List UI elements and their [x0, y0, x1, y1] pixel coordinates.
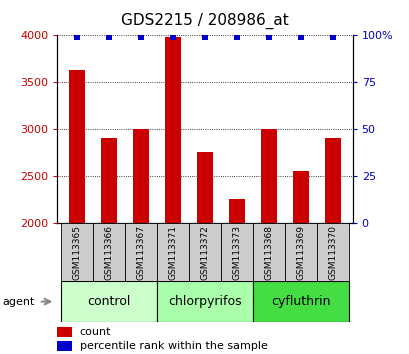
Point — [265, 34, 272, 40]
Point — [329, 34, 336, 40]
Bar — [92, 223, 124, 281]
Bar — [133, 129, 148, 354]
Bar — [220, 223, 252, 281]
Bar — [101, 138, 117, 354]
Bar — [157, 281, 252, 322]
Text: count: count — [79, 327, 111, 337]
Bar — [324, 138, 341, 354]
Bar — [189, 223, 220, 281]
Bar — [317, 223, 348, 281]
Bar — [229, 199, 245, 354]
Text: GSM113365: GSM113365 — [72, 225, 81, 280]
Bar — [164, 37, 180, 354]
Text: GSM113372: GSM113372 — [200, 225, 209, 280]
Bar — [61, 281, 157, 322]
Text: cyfluthrin: cyfluthrin — [271, 295, 330, 308]
Text: GSM113373: GSM113373 — [232, 225, 241, 280]
Point — [297, 34, 304, 40]
Text: agent: agent — [2, 297, 34, 307]
Point — [233, 34, 240, 40]
Text: chlorpyrifos: chlorpyrifos — [168, 295, 241, 308]
Text: GSM113366: GSM113366 — [104, 225, 113, 280]
Text: GSM113369: GSM113369 — [296, 225, 305, 280]
Bar — [57, 341, 72, 351]
Point — [201, 34, 208, 40]
Text: GSM113367: GSM113367 — [136, 225, 145, 280]
Text: percentile rank within the sample: percentile rank within the sample — [79, 341, 267, 351]
Text: GSM113368: GSM113368 — [264, 225, 273, 280]
Text: GSM113371: GSM113371 — [168, 225, 177, 280]
Bar — [285, 223, 317, 281]
Point — [105, 34, 112, 40]
Bar — [252, 223, 285, 281]
Text: control: control — [87, 295, 130, 308]
Bar — [261, 129, 276, 354]
Bar — [124, 223, 157, 281]
Text: GSM113370: GSM113370 — [328, 225, 337, 280]
Bar — [157, 223, 189, 281]
Bar — [68, 70, 85, 354]
Point — [73, 34, 80, 40]
Point — [169, 34, 176, 40]
Bar — [57, 327, 72, 337]
Text: GDS2215 / 208986_at: GDS2215 / 208986_at — [121, 12, 288, 29]
Bar — [252, 281, 348, 322]
Bar — [61, 223, 92, 281]
Bar — [196, 152, 213, 354]
Point — [137, 34, 144, 40]
Bar — [292, 171, 308, 354]
